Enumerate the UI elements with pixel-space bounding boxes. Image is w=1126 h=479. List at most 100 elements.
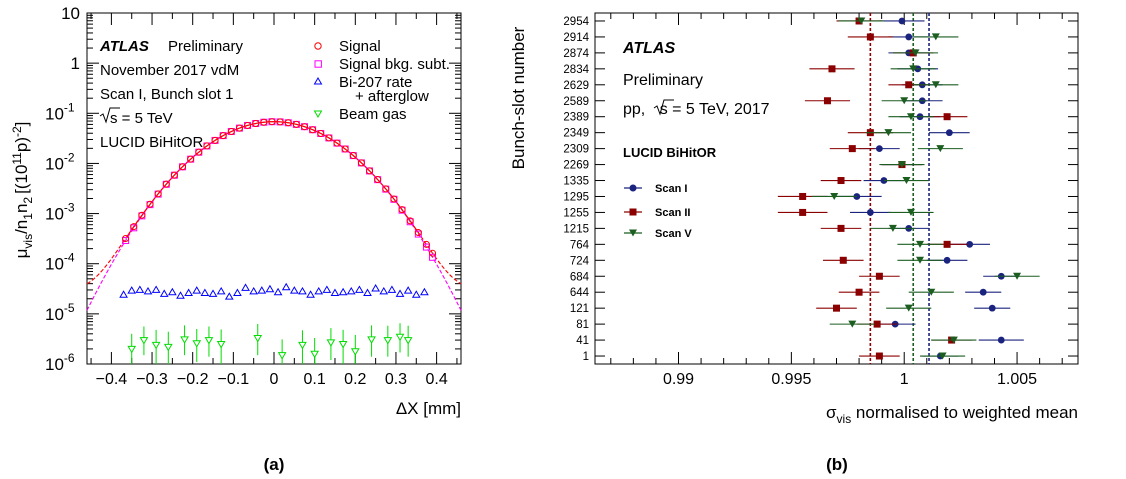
x-tick-label: 1 bbox=[900, 371, 909, 388]
detector-label-b: LUCID BiHitOR bbox=[623, 145, 717, 160]
scan-point bbox=[906, 208, 915, 216]
y-tick-label: 1295 bbox=[563, 191, 589, 203]
y-tick-label: 644 bbox=[570, 287, 590, 299]
bi207-point bbox=[265, 284, 275, 293]
bi207-point bbox=[257, 286, 267, 294]
legend-scan2-marker bbox=[629, 208, 637, 216]
signal-point bbox=[414, 229, 422, 237]
scan-point bbox=[943, 240, 951, 248]
scan-point bbox=[904, 304, 913, 312]
scan-point bbox=[875, 352, 883, 360]
scan-point bbox=[997, 336, 1005, 344]
bi207-point bbox=[281, 282, 291, 291]
legend-signal-marker bbox=[314, 42, 322, 50]
signal-point bbox=[154, 190, 162, 198]
ylabel-expm2: -2 bbox=[10, 126, 24, 137]
bi207-point bbox=[363, 288, 372, 297]
signal-point bbox=[211, 136, 219, 144]
panel-b-data bbox=[777, 13, 1040, 364]
bi207-point bbox=[143, 286, 153, 295]
energy-prefix: pp, bbox=[623, 101, 650, 118]
y-tick-label: 10-5 bbox=[45, 301, 75, 324]
panel-a-legend: Signal Signal bkg. subt. Bi-207 rate + a… bbox=[313, 38, 450, 123]
signal-point bbox=[138, 211, 146, 219]
signal-point bbox=[333, 139, 341, 147]
y-tick-label: 2389 bbox=[563, 112, 589, 124]
scan-point bbox=[898, 17, 906, 25]
beamgas-point bbox=[204, 337, 214, 345]
scan-point bbox=[966, 240, 974, 248]
y-tick-label: 2914 bbox=[563, 32, 589, 44]
ylabel-mu: μ bbox=[12, 249, 31, 259]
scan-point bbox=[855, 288, 863, 296]
x-tick-label: −0.3 bbox=[136, 371, 168, 388]
bi207-point bbox=[330, 288, 340, 297]
xlabel-sigma: σ bbox=[826, 403, 837, 422]
scan-point bbox=[799, 192, 807, 200]
signal-point bbox=[382, 185, 390, 193]
signal-point bbox=[406, 217, 414, 225]
legend-beamgas-marker bbox=[313, 110, 323, 118]
y-tick-label: 1 bbox=[71, 54, 80, 73]
xlabel-rest: normalised to weighted mean bbox=[851, 403, 1078, 422]
y-tick-label: 764 bbox=[570, 239, 590, 251]
x-tick-label: 0.4 bbox=[425, 371, 447, 388]
scan-point bbox=[909, 65, 918, 73]
beamgas-point bbox=[310, 350, 320, 359]
signal-point bbox=[325, 134, 333, 142]
xlabel-vis: vis bbox=[837, 412, 852, 426]
signal-point bbox=[235, 124, 243, 132]
preliminary-label-b: Preliminary bbox=[623, 72, 703, 89]
x-tick-label: 0.99 bbox=[663, 371, 694, 388]
scan-point bbox=[927, 288, 936, 296]
signal-point bbox=[284, 119, 292, 127]
scan-point bbox=[979, 288, 987, 296]
scan-point bbox=[875, 145, 883, 153]
signal-point bbox=[179, 163, 187, 171]
bi207-point bbox=[167, 287, 177, 296]
ylabel-bracket: [(10 bbox=[12, 165, 31, 194]
bi207-point bbox=[176, 291, 185, 299]
signal-point bbox=[390, 195, 398, 203]
beamgas-point bbox=[298, 341, 307, 350]
beamgas-point bbox=[403, 337, 413, 345]
scan-point bbox=[902, 177, 911, 185]
y-tick-label: 2834 bbox=[563, 64, 589, 76]
scan-point bbox=[866, 33, 874, 41]
sqrt-symbol-b bbox=[653, 99, 674, 116]
panel-b-x-tick-labels: 0.99 0.995 1 1.005 bbox=[663, 371, 1037, 388]
beamgas-point bbox=[139, 337, 149, 345]
panel-a-ticks bbox=[87, 12, 461, 365]
y-tick-label: 10 bbox=[61, 4, 80, 23]
annotation-vdm: November 2017 vdM bbox=[100, 62, 239, 79]
x-tick-label: 0.995 bbox=[771, 371, 811, 388]
bi207-point bbox=[159, 289, 169, 297]
y-tick-label: 724 bbox=[570, 255, 590, 267]
scan-point bbox=[949, 336, 958, 344]
beamgas-point bbox=[395, 333, 405, 342]
scan-point bbox=[916, 256, 925, 264]
beamgas-point bbox=[277, 352, 287, 360]
signal-point bbox=[195, 148, 203, 156]
ylabel-two: 2 bbox=[21, 197, 35, 204]
x-tick-label: −0.2 bbox=[177, 371, 209, 388]
y-tick-label: 2349 bbox=[563, 128, 589, 140]
energy-label-b: pp, s = 5 TeV, 2017 bbox=[623, 101, 770, 118]
legend-beamgas-label: Beam gas bbox=[339, 106, 407, 123]
scan-point bbox=[936, 145, 945, 153]
bi207-point bbox=[224, 292, 234, 300]
atlas-label: ATLAS bbox=[99, 38, 149, 55]
panel-a-annotations: ATLAS Preliminary November 2017 vdM Scan… bbox=[99, 38, 244, 151]
scan-point bbox=[945, 129, 953, 137]
signal-point bbox=[309, 126, 317, 134]
bi207-point bbox=[314, 286, 324, 295]
y-tick-base: 10 bbox=[45, 355, 64, 374]
y-tick-label: 1215 bbox=[563, 223, 589, 235]
annotation-energy: s = 5 TeV bbox=[110, 110, 173, 127]
scan-point bbox=[897, 161, 906, 169]
scan-point bbox=[873, 320, 881, 328]
bi207-point bbox=[338, 287, 348, 296]
signal-point bbox=[292, 120, 300, 128]
panel-b-ticks bbox=[595, 13, 1078, 364]
